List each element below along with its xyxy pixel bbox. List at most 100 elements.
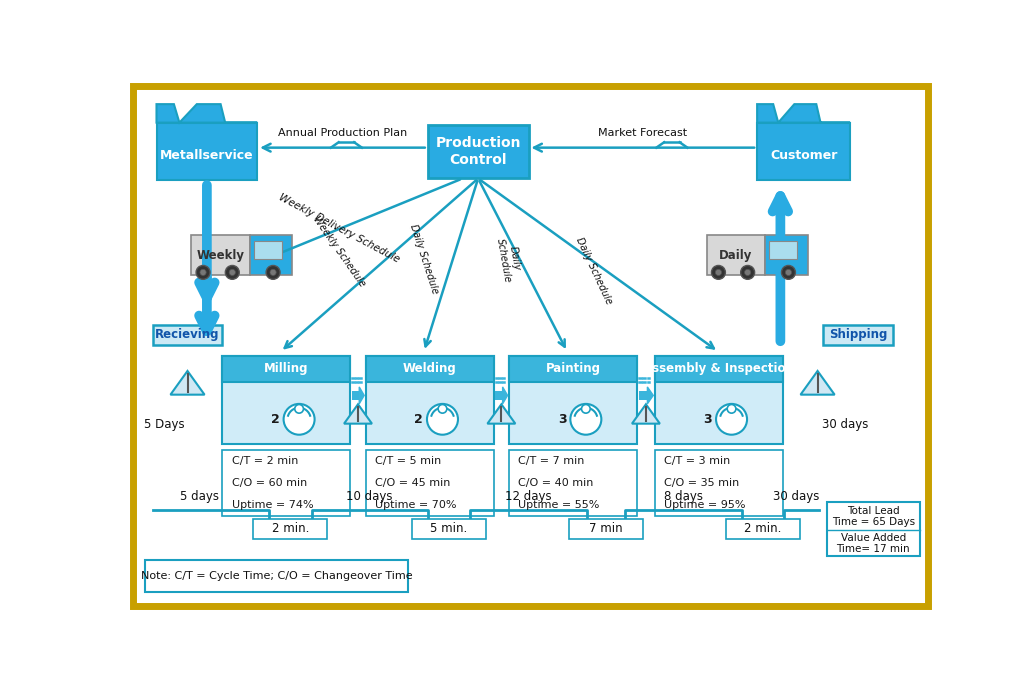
Text: Shipping: Shipping [829, 328, 887, 341]
Text: Total Lead
Time = 65 Days: Total Lead Time = 65 Days [832, 506, 915, 527]
Text: Metallservice: Metallservice [160, 149, 254, 162]
Text: C/O = 60 min: C/O = 60 min [232, 478, 307, 488]
Text: Note: C/T = Cycle Time; C/O = Changeover Time: Note: C/T = Cycle Time; C/O = Changeover… [141, 571, 412, 581]
Circle shape [744, 269, 750, 275]
Text: 30 days: 30 days [822, 418, 868, 431]
Circle shape [781, 266, 796, 279]
Circle shape [196, 266, 210, 279]
FancyBboxPatch shape [145, 560, 409, 592]
Text: Assembly & Inspection: Assembly & Inspection [644, 362, 794, 375]
Polygon shape [156, 104, 258, 123]
Text: Uptime = 70%: Uptime = 70% [375, 500, 456, 510]
Circle shape [200, 269, 206, 275]
FancyBboxPatch shape [223, 356, 350, 382]
FancyBboxPatch shape [365, 450, 494, 516]
FancyBboxPatch shape [823, 325, 893, 345]
Polygon shape [171, 371, 205, 395]
Polygon shape [632, 404, 660, 423]
Text: 10 days: 10 days [347, 490, 393, 503]
Text: Uptime = 55%: Uptime = 55% [519, 500, 600, 510]
Circle shape [741, 266, 755, 279]
Text: 3: 3 [558, 413, 566, 426]
Text: Value Added
Time= 17 min: Value Added Time= 17 min [836, 532, 910, 554]
Text: C/O = 45 min: C/O = 45 min [375, 478, 450, 488]
FancyBboxPatch shape [223, 356, 350, 444]
Circle shape [728, 405, 736, 413]
FancyBboxPatch shape [765, 236, 807, 275]
Polygon shape [344, 404, 372, 423]
Text: C/O = 40 min: C/O = 40 min [519, 478, 594, 488]
Text: Weekly Schedule: Weekly Schedule [310, 214, 366, 289]
Text: 2: 2 [271, 413, 279, 426]
Text: 7 min: 7 min [589, 522, 623, 535]
Text: C/T = 3 min: C/T = 3 min [664, 456, 731, 466]
Polygon shape [800, 371, 834, 395]
Text: Production
Control: Production Control [436, 136, 521, 166]
FancyBboxPatch shape [639, 390, 647, 400]
FancyBboxPatch shape [156, 123, 258, 180]
Text: 8 days: 8 days [664, 490, 703, 503]
Circle shape [570, 404, 601, 435]
Polygon shape [647, 387, 653, 404]
FancyBboxPatch shape [412, 519, 485, 539]
FancyBboxPatch shape [152, 325, 223, 345]
Text: 5 Days: 5 Days [144, 418, 184, 431]
Text: Daily
Schedule: Daily Schedule [495, 236, 524, 284]
Text: 2 min.: 2 min. [744, 522, 781, 535]
Text: 5 days: 5 days [180, 490, 218, 503]
Text: C/T = 2 min: C/T = 2 min [232, 456, 298, 466]
Polygon shape [503, 387, 507, 404]
Polygon shape [487, 404, 515, 423]
FancyBboxPatch shape [509, 356, 637, 444]
Text: Painting: Painting [545, 362, 600, 375]
Text: Welding: Welding [403, 362, 456, 375]
Text: 3: 3 [704, 413, 712, 426]
Circle shape [582, 405, 590, 413]
FancyBboxPatch shape [827, 502, 920, 556]
Circle shape [284, 404, 315, 435]
Circle shape [715, 269, 721, 275]
FancyBboxPatch shape [509, 356, 637, 382]
Circle shape [270, 269, 276, 275]
FancyBboxPatch shape [365, 356, 494, 444]
Text: 12 days: 12 days [505, 490, 552, 503]
Circle shape [229, 269, 235, 275]
Text: Milling: Milling [264, 362, 308, 375]
FancyBboxPatch shape [758, 123, 850, 180]
FancyBboxPatch shape [655, 450, 782, 516]
Circle shape [226, 266, 239, 279]
Text: Recieving: Recieving [155, 328, 219, 341]
FancyBboxPatch shape [249, 236, 292, 275]
FancyBboxPatch shape [655, 356, 782, 382]
FancyBboxPatch shape [495, 390, 503, 400]
Text: Annual Production Plan: Annual Production Plan [277, 128, 407, 138]
Text: Uptime = 95%: Uptime = 95% [664, 500, 745, 510]
Text: 30 days: 30 days [773, 490, 819, 503]
Circle shape [266, 266, 280, 279]
FancyBboxPatch shape [191, 236, 249, 275]
FancyBboxPatch shape [655, 356, 782, 444]
Circle shape [716, 404, 747, 435]
Text: Uptime = 74%: Uptime = 74% [232, 500, 314, 510]
Text: Market Forecast: Market Forecast [598, 128, 687, 138]
Text: 2 min.: 2 min. [271, 522, 308, 535]
Polygon shape [758, 104, 850, 123]
Text: Daily Schedule: Daily Schedule [574, 236, 615, 306]
FancyBboxPatch shape [254, 241, 282, 260]
FancyBboxPatch shape [352, 390, 359, 400]
Text: C/O = 35 min: C/O = 35 min [664, 478, 739, 488]
Text: Daily: Daily [719, 249, 752, 262]
Text: Daily Schedule: Daily Schedule [408, 223, 440, 295]
Circle shape [711, 266, 726, 279]
Circle shape [427, 404, 457, 435]
FancyBboxPatch shape [707, 236, 765, 275]
Circle shape [786, 269, 792, 275]
FancyBboxPatch shape [509, 450, 637, 516]
FancyBboxPatch shape [727, 519, 800, 539]
FancyBboxPatch shape [769, 241, 797, 260]
FancyBboxPatch shape [223, 450, 350, 516]
FancyBboxPatch shape [569, 519, 643, 539]
Text: Weekly: Weekly [197, 249, 244, 262]
Text: Weekly Delivery Schedule: Weekly Delivery Schedule [276, 192, 401, 264]
Text: 2: 2 [414, 413, 423, 426]
